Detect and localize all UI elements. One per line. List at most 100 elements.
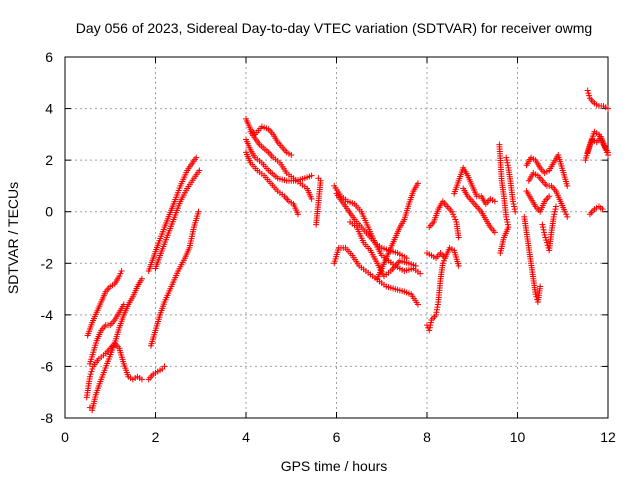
data-point <box>414 301 421 308</box>
data-point <box>426 327 433 334</box>
series-arc-a2 <box>86 275 145 414</box>
series-arc-e2 <box>424 244 462 269</box>
y-tick-label: -8 <box>41 410 54 426</box>
series-arc-c4 <box>247 128 315 202</box>
series-arc-b2 <box>145 154 200 275</box>
series-arc-a3 <box>84 268 125 339</box>
data-point <box>455 234 462 241</box>
series-arc-d4 <box>374 180 421 282</box>
series-arc-a4 <box>86 301 127 367</box>
series-arc-h3 <box>584 133 611 158</box>
data-point <box>308 195 315 202</box>
data-point <box>512 208 519 215</box>
data-point <box>539 224 546 231</box>
data-point <box>532 291 539 298</box>
series-arc-f2 <box>503 154 519 215</box>
y-axis-label: SDTVAR / TECUs <box>5 182 21 294</box>
data-point <box>196 167 203 174</box>
data-point <box>414 180 421 187</box>
series-arc-a1 <box>83 340 145 401</box>
data-point <box>138 376 145 383</box>
data-point <box>87 371 94 378</box>
data-point <box>552 203 559 210</box>
x-tick-label: 4 <box>242 429 250 445</box>
data-point <box>551 211 558 218</box>
data-point <box>586 92 593 99</box>
y-tick-label: -6 <box>41 358 54 374</box>
data-point <box>427 322 434 329</box>
data-point <box>288 151 295 158</box>
series-arc-b4 <box>152 167 203 272</box>
x-axis-label: GPS time / hours <box>281 458 388 474</box>
y-tick-label: 2 <box>45 152 53 168</box>
data-point <box>504 162 511 169</box>
series-arc-e4 <box>451 164 498 207</box>
data-point <box>564 213 571 220</box>
series-arc-d5 <box>347 219 419 280</box>
x-tick-label: 10 <box>510 429 526 445</box>
data-point <box>497 249 504 256</box>
data-point <box>451 213 458 220</box>
data-point <box>537 283 544 290</box>
data-point <box>540 226 547 233</box>
series-arc-g3 <box>525 170 571 220</box>
data-point <box>88 368 95 375</box>
data-point <box>118 268 125 275</box>
data-point <box>120 301 127 308</box>
series-arc-e3 <box>426 198 462 241</box>
x-tick-label: 12 <box>600 429 616 445</box>
data-point <box>542 234 549 241</box>
data-point <box>503 216 510 223</box>
data-point <box>450 211 457 218</box>
data-point <box>511 206 518 213</box>
series-arc-b3 <box>147 208 202 349</box>
data-point <box>584 87 591 94</box>
data-point <box>546 193 553 200</box>
data-point <box>550 213 557 220</box>
data-point <box>491 229 498 236</box>
series-arc-g4 <box>539 203 559 254</box>
data-point <box>193 154 200 161</box>
chart-title: Day 056 of 2023, Sidereal Day-to-day VTE… <box>76 20 592 36</box>
data-point <box>138 275 145 282</box>
data-point <box>503 213 510 220</box>
x-tick-label: 0 <box>61 429 69 445</box>
data-point <box>504 159 511 166</box>
series-arc-h4 <box>586 203 606 218</box>
series-arc-c1 <box>243 115 295 158</box>
data-point <box>117 270 124 277</box>
series-arc-f1 <box>496 141 512 256</box>
data-point <box>543 237 550 244</box>
data-point <box>195 208 202 215</box>
data-point <box>510 200 517 207</box>
axis-ticks: 0 2 4 6 8 10 12 -8 -6 -4 -2 0 2 4 6 <box>41 49 616 445</box>
data-point <box>426 324 433 331</box>
data-point <box>509 198 516 205</box>
y-tick-label: 4 <box>45 101 53 117</box>
data-point <box>116 273 123 280</box>
data-point <box>599 206 606 213</box>
series-arc-e5 <box>460 185 498 236</box>
series-arc-c3 <box>243 149 302 218</box>
data-point <box>605 105 611 112</box>
data-point <box>427 319 434 326</box>
data-point <box>89 366 96 373</box>
data-point <box>562 208 569 215</box>
data-point <box>602 146 609 153</box>
x-tick-label: 6 <box>333 429 341 445</box>
data-point <box>504 219 511 226</box>
data-point <box>417 270 424 277</box>
y-tick-label: 6 <box>45 49 53 65</box>
y-tick-label: -4 <box>41 307 54 323</box>
series-arc-h1 <box>584 87 611 112</box>
data-points <box>83 87 611 414</box>
x-tick-label: 8 <box>423 429 431 445</box>
data-point <box>313 221 320 228</box>
data-point <box>503 157 510 164</box>
data-point <box>86 373 93 380</box>
data-point <box>603 149 610 156</box>
data-point <box>585 90 592 97</box>
series-arc-g5 <box>523 188 553 215</box>
series-arc-e1 <box>424 255 449 334</box>
